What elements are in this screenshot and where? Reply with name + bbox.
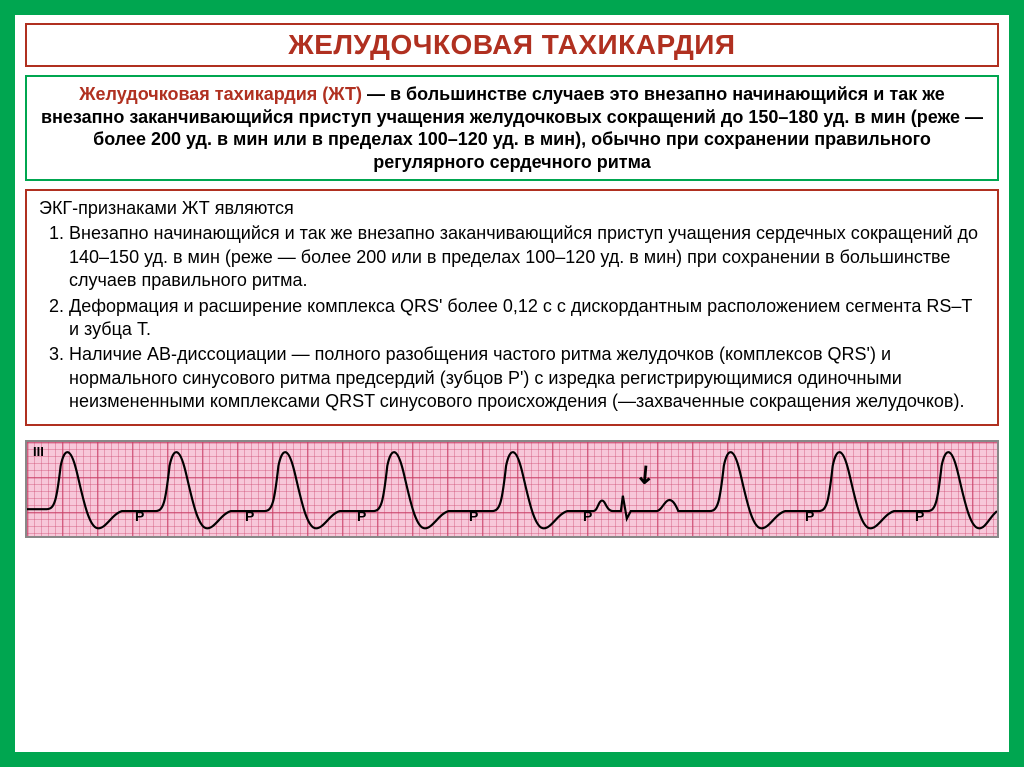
slide: ЖЕЛУДОЧКОВАЯ ТАХИКАРДИЯ Желудочковая тах… bbox=[12, 12, 1012, 755]
criteria-lead: ЭКГ-признаками ЖТ являются bbox=[39, 197, 985, 220]
definition-term: Желудочковая тахикардия (ЖТ) bbox=[79, 84, 362, 104]
criteria-box: ЭКГ-признаками ЖТ являются Внезапно начи… bbox=[25, 189, 999, 426]
p-wave-label: P bbox=[469, 508, 478, 524]
title-bar: ЖЕЛУДОЧКОВАЯ ТАХИКАРДИЯ bbox=[25, 23, 999, 67]
criteria-item: Деформация и расширение комплекса QRS' б… bbox=[69, 295, 985, 342]
p-wave-label: P bbox=[805, 508, 814, 524]
p-wave-label: P bbox=[583, 508, 592, 524]
criteria-item: Наличие АВ-диссоциации — полного разобще… bbox=[69, 343, 985, 413]
criteria-item: Внезапно начинающийся и так же внезапно … bbox=[69, 222, 985, 292]
p-wave-label: P bbox=[357, 508, 366, 524]
p-wave-label: P bbox=[915, 508, 924, 524]
slide-title: ЖЕЛУДОЧКОВАЯ ТАХИКАРДИЯ bbox=[27, 29, 997, 61]
ecg-trace-svg bbox=[27, 442, 997, 536]
ecg-strip: III ↙ PPPPPPP bbox=[25, 440, 999, 538]
ecg-trace-path bbox=[27, 452, 997, 528]
criteria-list: Внезапно начинающийся и так же внезапно … bbox=[39, 222, 985, 413]
p-wave-label: P bbox=[135, 508, 144, 524]
p-wave-label: P bbox=[245, 508, 254, 524]
definition-box: Желудочковая тахикардия (ЖТ) — в большин… bbox=[25, 75, 999, 181]
